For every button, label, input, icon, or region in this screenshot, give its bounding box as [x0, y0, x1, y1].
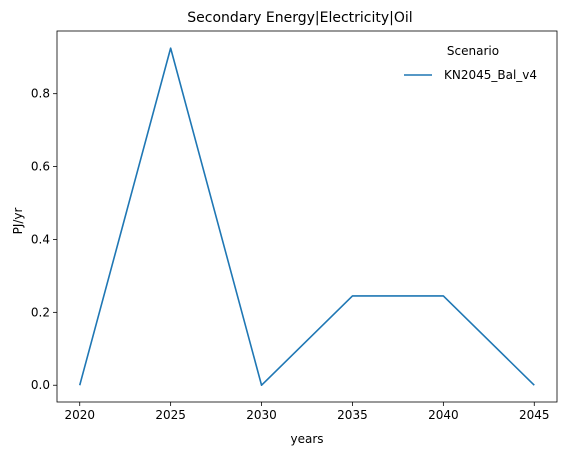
y-axis-label: PJ/yr [11, 208, 25, 235]
x-tick-label: 2025 [155, 408, 186, 422]
y-tick-label: 0.4 [31, 232, 50, 246]
legend-entry-label: KN2045_Bal_v4 [444, 68, 537, 82]
y-axis: 0.0 0.2 0.4 0.6 0.8 [31, 87, 57, 392]
chart-title: Secondary Energy|Electricity|Oil [187, 10, 412, 26]
x-axis-label: years [290, 432, 323, 446]
x-tick-label: 2020 [64, 408, 95, 422]
x-tick-label: 2030 [246, 408, 277, 422]
x-tick-label: 2045 [519, 408, 550, 422]
y-tick-label: 0.6 [31, 160, 50, 174]
x-axis: 2020 2025 2030 2035 2040 2045 [64, 402, 550, 422]
legend-title: Scenario [447, 44, 499, 58]
y-tick-label: 0.0 [31, 378, 50, 392]
series-layer [78, 47, 535, 387]
plot-frame [56, 30, 558, 403]
y-tick-label: 0.2 [31, 305, 50, 319]
x-tick-label: 2035 [337, 408, 368, 422]
series-line [78, 47, 535, 387]
x-tick-label: 2040 [428, 408, 459, 422]
y-tick-label: 0.8 [31, 87, 50, 101]
plot-area [56, 30, 558, 403]
legend: Scenario KN2045_Bal_v4 [404, 44, 537, 82]
